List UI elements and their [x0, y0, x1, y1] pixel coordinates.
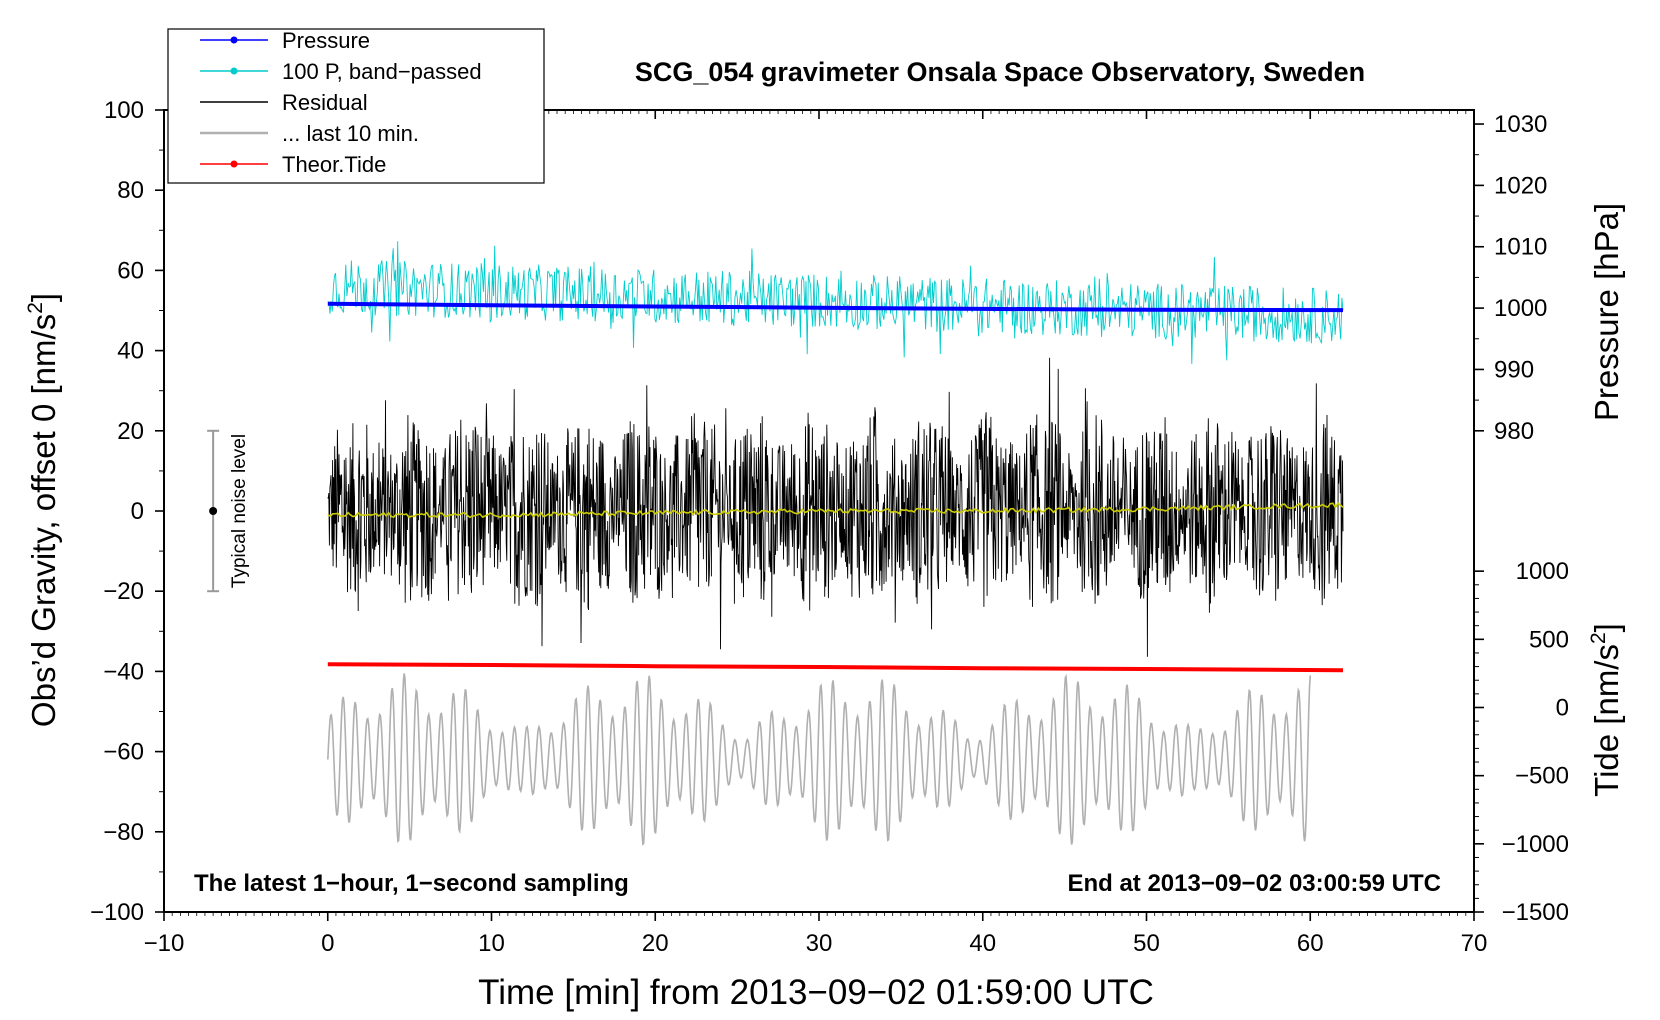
tide-tick-label-5: 1000 — [1516, 558, 1569, 585]
legend-marker-4 — [230, 160, 238, 168]
series-layer — [327, 241, 1344, 846]
x-tick-label-7: 60 — [1297, 930, 1324, 957]
noise-center-dot — [209, 507, 218, 515]
annotation-end-time: End at 2013−09−02 03:00:59 UTC — [1067, 870, 1441, 897]
legend: Pressure 100 P, band−passed Residual ... la… — [167, 28, 545, 184]
y-axis-label-tide-sup: 2 — [1587, 632, 1610, 644]
y-axis-label-pressure: Pressure [hPa] — [1588, 203, 1625, 421]
legend-label-2: Residual — [282, 90, 368, 115]
legend-marker-1 — [230, 67, 238, 75]
pressure-tick-label-4: 1020 — [1494, 172, 1547, 199]
y-tick-label-3: −40 — [103, 658, 144, 685]
y-tick-label-2: −60 — [103, 739, 144, 766]
y-tick-label-6: 20 — [117, 418, 144, 445]
x-tick-label-5: 40 — [969, 930, 996, 957]
legend-label-0: Pressure — [282, 28, 370, 53]
x-tick-label-0: −10 — [144, 930, 185, 957]
y-axis-label-tide-tail: ] — [1588, 623, 1625, 632]
tide-axis-ticks: −1500 −1000 −500 0 500 1000 — [1474, 558, 1569, 926]
residual-line — [327, 357, 1344, 657]
pressure-line — [327, 301, 1344, 313]
legend-label-4: Theor.Tide — [282, 152, 386, 177]
theor-tide-line — [327, 662, 1344, 673]
residual-smoothed-line — [327, 502, 1344, 519]
x-tick-label-3: 20 — [642, 930, 669, 957]
noise-indicator-label: Typical noise level — [229, 434, 250, 588]
x-tick-label-8: 70 — [1461, 930, 1488, 957]
x-tick-label-6: 50 — [1133, 930, 1160, 957]
tide-tick-label-3: 0 — [1556, 694, 1569, 721]
y-tick-label-1: −80 — [103, 819, 144, 846]
y-tick-label-10: 100 — [104, 97, 144, 124]
y-tick-label-7: 40 — [117, 338, 144, 365]
y-axis-ticks: −100 −80 −60 −40 −20 0 20 40 60 80 100 — [90, 97, 164, 926]
pressure-tick-label-1: 990 — [1494, 356, 1534, 383]
y-tick-label-5: 0 — [131, 498, 144, 525]
y-axis-label-left-sup: 2 — [24, 302, 47, 314]
y-tick-label-4: −20 — [103, 578, 144, 605]
y-tick-label-9: 80 — [117, 177, 144, 204]
x-tick-label-4: 30 — [806, 930, 833, 957]
y-axis-label-left-main: Obs’d Gravity, offset 0 [nm/s — [25, 314, 62, 727]
noise-indicator: Typical noise level — [207, 429, 250, 593]
legend-label-1: 100 P, band−passed — [282, 59, 482, 84]
x-tick-label-2: 10 — [478, 930, 505, 957]
pressure-tick-label-3: 1010 — [1494, 234, 1547, 261]
bandpassed-pressure-line — [327, 241, 1344, 364]
x-axis-label: Time [min] from 2013−09−02 01:59:00 UTC — [478, 973, 1154, 1012]
y-tick-label-0: −100 — [90, 899, 144, 926]
last-10-min-line — [327, 673, 1312, 846]
legend-box — [167, 28, 545, 184]
pressure-tick-label-5: 1030 — [1494, 111, 1547, 138]
tide-tick-label-2: −500 — [1515, 763, 1569, 790]
pressure-axis-ticks: 980 990 1000 1010 1020 1030 — [1474, 111, 1547, 445]
legend-label-3: ... last 10 min. — [282, 121, 419, 146]
y-axis-label-tide-main: Tide [nm/s — [1588, 644, 1625, 797]
pressure-tick-label-0: 980 — [1494, 418, 1534, 445]
x-axis-ticks: −10 0 10 20 30 40 50 60 70 — [144, 110, 1488, 957]
tide-tick-label-1: −1000 — [1502, 831, 1569, 858]
y-axis-label-left: Obs’d Gravity, offset 0 [nm/s2] — [24, 293, 62, 727]
tide-tick-label-4: 500 — [1529, 626, 1569, 653]
x-tick-label-1: 0 — [321, 930, 334, 957]
pressure-tick-label-2: 1000 — [1494, 295, 1547, 322]
y-tick-label-8: 60 — [117, 257, 144, 284]
annotation-sampling: The latest 1−hour, 1−second sampling — [194, 870, 629, 897]
chart-title: SCG_054 gravimeter Onsala Space Observat… — [635, 57, 1365, 87]
tide-tick-label-0: −1500 — [1502, 899, 1569, 926]
y-axis-label-left-tail: ] — [25, 293, 62, 302]
y-axis-label-tide: Tide [nm/s2] — [1587, 623, 1625, 797]
legend-marker-0 — [230, 36, 238, 44]
